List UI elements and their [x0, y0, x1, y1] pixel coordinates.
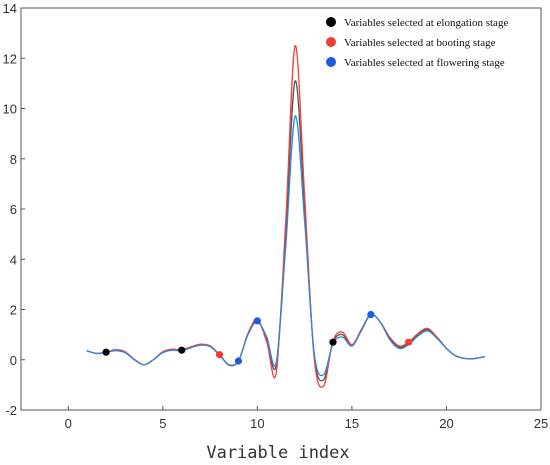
legend: Variables selected at elongation stage Va…: [326, 17, 508, 69]
series-line-flowering: [86, 115, 485, 377]
y-tick-label: 0: [10, 353, 17, 368]
y-axis: -2 0 2 4 6 8 10 12 14: [3, 1, 25, 418]
legend-label: Variables selected at elongation stage: [344, 17, 508, 29]
series-line-booting: [86, 45, 485, 388]
selected-point-flowering: [253, 317, 261, 325]
x-axis: 0 5 10 15 20 25: [65, 406, 548, 431]
x-tick-label: 0: [65, 416, 72, 431]
selected-points-layer: [102, 310, 413, 365]
y-tick-label: 14: [3, 1, 17, 16]
selected-point-flowering: [234, 357, 243, 365]
legend-marker: [326, 57, 336, 67]
selected-point-booting: [405, 338, 413, 346]
y-tick-label: 2: [10, 303, 17, 318]
legend-marker: [326, 37, 336, 47]
selected-point-elongation: [178, 346, 186, 354]
y-tick-label: 12: [3, 51, 17, 66]
legend-marker: [326, 17, 336, 27]
legend-label: Variables selected at flowering stage: [344, 57, 505, 69]
selected-point-elongation: [329, 338, 337, 346]
series-layer: [86, 45, 485, 388]
x-axis-title: Variable index: [206, 443, 349, 463]
y-tick-label: 8: [10, 152, 17, 167]
selected-point-booting: [215, 351, 224, 359]
y-tick-label: -2: [5, 403, 17, 418]
legend-label: Variables selected at booting stage: [344, 37, 496, 49]
x-tick-label: 5: [159, 416, 166, 431]
x-tick-label: 25: [534, 416, 548, 431]
y-tick-label: 4: [10, 252, 17, 267]
selected-point-elongation: [102, 348, 110, 356]
x-tick-label: 10: [250, 416, 264, 431]
y-tick-label: 6: [10, 202, 17, 217]
selected-point-flowering: [367, 310, 375, 319]
x-tick-label: 15: [345, 416, 359, 431]
x-tick-label: 20: [439, 416, 453, 431]
y-tick-label: 10: [3, 102, 17, 117]
